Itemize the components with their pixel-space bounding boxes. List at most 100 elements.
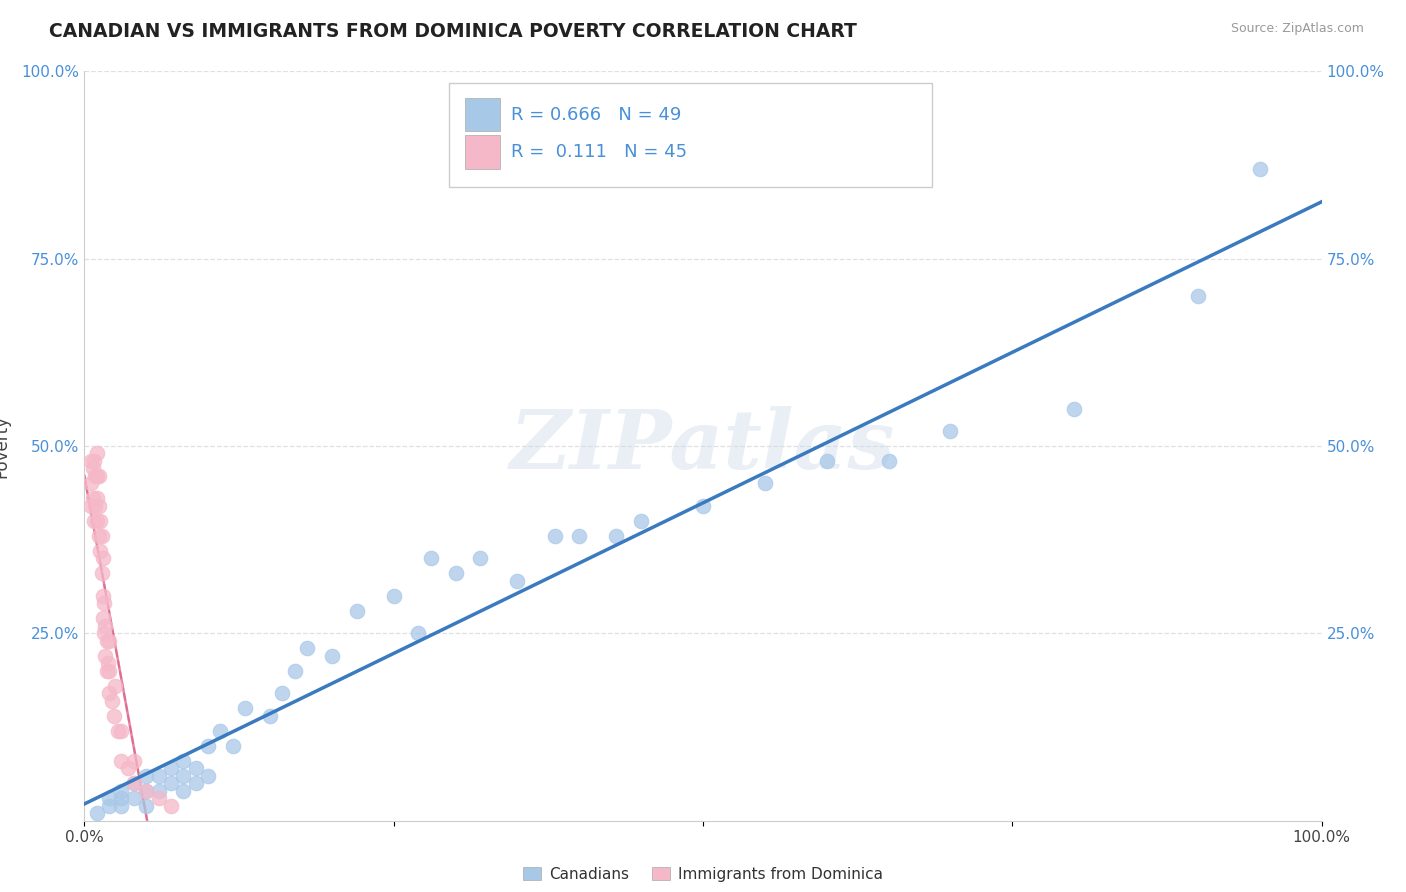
Point bbox=[122, 776, 145, 790]
Point bbox=[98, 791, 121, 805]
Point bbox=[107, 723, 129, 738]
Point bbox=[346, 604, 368, 618]
Point bbox=[444, 566, 467, 581]
Point bbox=[233, 701, 256, 715]
Point bbox=[172, 754, 194, 768]
Point bbox=[506, 574, 529, 588]
FancyBboxPatch shape bbox=[465, 97, 501, 131]
Point bbox=[97, 657, 120, 671]
Point bbox=[110, 798, 132, 813]
Point bbox=[94, 619, 117, 633]
Point bbox=[1187, 289, 1209, 303]
Point bbox=[91, 589, 114, 603]
Point bbox=[321, 648, 343, 663]
Point bbox=[148, 769, 170, 783]
Point bbox=[104, 679, 127, 693]
Point bbox=[79, 454, 101, 468]
Point bbox=[148, 791, 170, 805]
Point bbox=[160, 798, 183, 813]
Point bbox=[160, 776, 183, 790]
Point bbox=[877, 454, 900, 468]
Point bbox=[96, 633, 118, 648]
Point bbox=[419, 551, 441, 566]
Point bbox=[1249, 161, 1271, 176]
Point bbox=[630, 514, 652, 528]
Point bbox=[86, 446, 108, 460]
Point bbox=[89, 514, 111, 528]
Point bbox=[271, 686, 294, 700]
Point bbox=[939, 424, 962, 438]
Point bbox=[86, 491, 108, 506]
Point bbox=[197, 739, 219, 753]
Point bbox=[79, 499, 101, 513]
Point bbox=[605, 529, 627, 543]
Point bbox=[94, 648, 117, 663]
Point bbox=[86, 469, 108, 483]
Point bbox=[96, 664, 118, 678]
Point bbox=[222, 739, 245, 753]
Point bbox=[79, 476, 101, 491]
Point bbox=[408, 626, 430, 640]
Point bbox=[1063, 401, 1085, 416]
Point bbox=[93, 596, 115, 610]
Point bbox=[84, 499, 107, 513]
Point bbox=[135, 798, 157, 813]
Point bbox=[117, 761, 139, 775]
Point bbox=[83, 514, 105, 528]
Point bbox=[82, 461, 104, 475]
Point bbox=[382, 589, 405, 603]
Point bbox=[98, 633, 121, 648]
Point bbox=[135, 783, 157, 797]
Point bbox=[184, 776, 207, 790]
Point bbox=[135, 769, 157, 783]
Text: Source: ZipAtlas.com: Source: ZipAtlas.com bbox=[1230, 22, 1364, 36]
Point bbox=[98, 798, 121, 813]
Point bbox=[98, 686, 121, 700]
Point bbox=[197, 769, 219, 783]
Point bbox=[89, 529, 111, 543]
Point bbox=[100, 694, 122, 708]
Point bbox=[110, 723, 132, 738]
Point bbox=[82, 491, 104, 506]
Point bbox=[470, 551, 492, 566]
Text: CANADIAN VS IMMIGRANTS FROM DOMINICA POVERTY CORRELATION CHART: CANADIAN VS IMMIGRANTS FROM DOMINICA POV… bbox=[49, 22, 858, 41]
Point bbox=[86, 514, 108, 528]
FancyBboxPatch shape bbox=[450, 83, 932, 187]
Point bbox=[91, 551, 114, 566]
Point bbox=[110, 754, 132, 768]
Point bbox=[122, 754, 145, 768]
Point bbox=[284, 664, 307, 678]
Point bbox=[172, 783, 194, 797]
Point bbox=[692, 499, 714, 513]
Point bbox=[148, 783, 170, 797]
Point bbox=[568, 529, 591, 543]
Point bbox=[89, 499, 111, 513]
Point bbox=[110, 791, 132, 805]
Point bbox=[184, 761, 207, 775]
Text: R =  0.111   N = 45: R = 0.111 N = 45 bbox=[512, 144, 688, 161]
Point bbox=[89, 469, 111, 483]
Legend: Canadians, Immigrants from Dominica: Canadians, Immigrants from Dominica bbox=[517, 861, 889, 888]
Point bbox=[90, 566, 112, 581]
Point bbox=[815, 454, 838, 468]
Point bbox=[93, 626, 115, 640]
Point bbox=[209, 723, 232, 738]
Point bbox=[135, 783, 157, 797]
Point bbox=[91, 611, 114, 625]
Point bbox=[84, 469, 107, 483]
Point bbox=[103, 708, 125, 723]
Point bbox=[754, 476, 776, 491]
Text: R = 0.666   N = 49: R = 0.666 N = 49 bbox=[512, 106, 682, 124]
Point bbox=[259, 708, 281, 723]
Point bbox=[122, 776, 145, 790]
Point bbox=[160, 761, 183, 775]
Point bbox=[172, 769, 194, 783]
Point bbox=[83, 454, 105, 468]
Text: ZIPatlas: ZIPatlas bbox=[510, 406, 896, 486]
Y-axis label: Poverty: Poverty bbox=[0, 415, 10, 477]
Point bbox=[98, 664, 121, 678]
FancyBboxPatch shape bbox=[465, 135, 501, 169]
Point bbox=[89, 544, 111, 558]
Point bbox=[122, 791, 145, 805]
Point bbox=[110, 783, 132, 797]
